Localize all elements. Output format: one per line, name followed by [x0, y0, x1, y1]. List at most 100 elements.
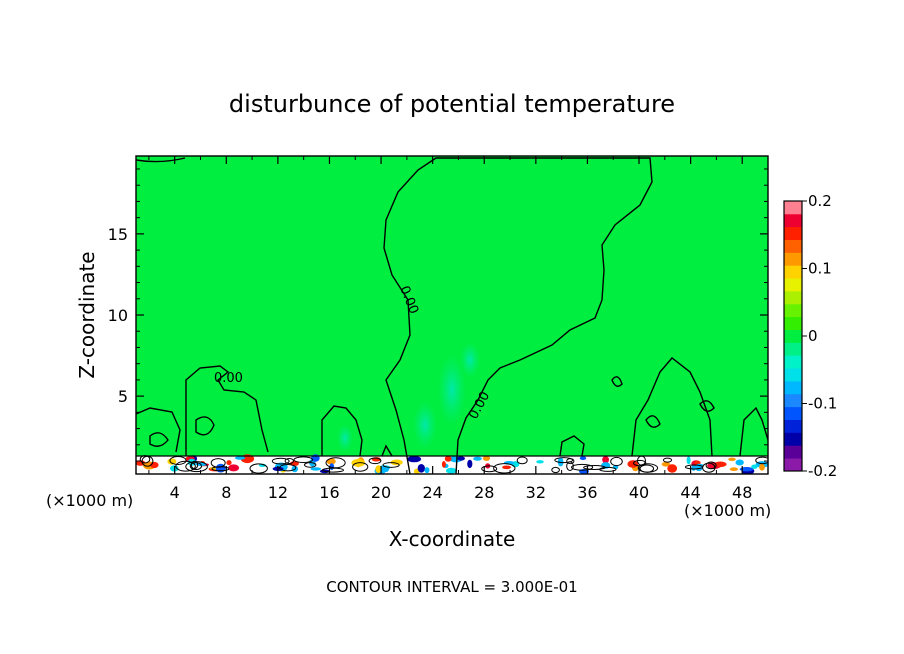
- surface-contour: [554, 457, 574, 464]
- colorbar-swatch: [784, 419, 802, 433]
- surface-contour: [662, 457, 673, 463]
- colorbar-swatch: [784, 265, 802, 279]
- contour-line: [136, 157, 186, 163]
- colorbar-swatch: [784, 329, 802, 343]
- surface-blob: [739, 467, 754, 472]
- y-axis-label: Z-coordinate: [75, 251, 99, 378]
- surface-blob: [326, 458, 336, 465]
- colorbar-swatch: [784, 252, 802, 266]
- contour-interval-note: CONTOUR INTERVAL = 3.000E-01: [326, 578, 577, 596]
- surface-blob: [714, 461, 727, 468]
- surface-blob: [417, 464, 425, 473]
- colorbar-swatch: [784, 355, 802, 369]
- surface-contour: [279, 464, 297, 472]
- surface-contour: [185, 461, 208, 473]
- colorbar-swatch: [784, 342, 802, 356]
- surface-blob: [667, 464, 678, 473]
- surface-blob: [728, 457, 736, 461]
- colorbar-label: 0.2: [808, 192, 832, 210]
- y-axis-ticks: 5 10 15: [108, 225, 768, 406]
- colorbar-swatch: [784, 458, 802, 472]
- contour-line: [321, 405, 363, 457]
- surface-blob: [579, 456, 587, 461]
- surface-blob: [228, 464, 240, 472]
- surface-contour: [293, 456, 314, 464]
- surface-contour: [571, 463, 594, 471]
- surface-blob: [226, 460, 232, 466]
- x-tick-label: 20: [371, 483, 391, 502]
- field-anomaly: [337, 424, 353, 452]
- contour-line: [383, 157, 653, 474]
- surface-contour: [211, 466, 230, 472]
- surface-contour: [249, 463, 268, 474]
- surface-contour: [325, 457, 346, 469]
- colorbar-swatch: [784, 393, 802, 408]
- surface-contour: [493, 463, 516, 474]
- surface-contour: [481, 465, 498, 473]
- surface-contour: [610, 456, 623, 467]
- colorbar-swatch: [784, 316, 802, 330]
- contour-label: 0.00: [214, 371, 243, 386]
- contour-lines: [136, 157, 768, 474]
- field-anomaly: [413, 401, 437, 449]
- surface-blob: [467, 459, 473, 469]
- colorbar-swatch: [784, 445, 802, 459]
- x-axis-unit-left: (×1000 m): [46, 491, 133, 510]
- x-tick-label: 32: [526, 483, 546, 502]
- contour-line: [381, 444, 393, 457]
- surface-contour: [271, 457, 290, 465]
- surface-blob: [557, 457, 564, 467]
- plot-area: 0.00 0.00 0.00: [136, 156, 768, 474]
- contour-line: [149, 432, 169, 447]
- colorbar-label: 0.1: [808, 260, 832, 278]
- x-tick-label: 24: [422, 483, 442, 502]
- surface-blob: [473, 456, 482, 461]
- surface-blob: [502, 465, 512, 470]
- surface-blob: [686, 456, 691, 465]
- surface-perturbations: [136, 454, 768, 474]
- surface-blob: [627, 460, 639, 468]
- surface-contour: [702, 462, 716, 473]
- colorbar-label: -0.1: [808, 395, 837, 413]
- contour-line: [185, 365, 269, 456]
- field-anomaly: [438, 354, 466, 426]
- contour-line: [136, 407, 181, 453]
- x-axis-ticks: 4 8 12 16 20 24 28 32 36 40 44 48: [170, 156, 752, 502]
- contour-line: [559, 435, 585, 457]
- x-axis-label: X-coordinate: [389, 527, 516, 551]
- x-tick-label: 28: [474, 483, 494, 502]
- colorbar-swatch: [784, 432, 802, 446]
- colorbar-swatch: [784, 201, 802, 215]
- contour-line: [699, 400, 715, 412]
- surface-contour: [755, 456, 768, 465]
- surface-contour: [551, 466, 560, 474]
- surface-contour: [304, 462, 317, 468]
- colorbar-label: -0.2: [808, 462, 837, 480]
- surface-blob: [375, 465, 382, 473]
- x-tick-label: 36: [577, 483, 597, 502]
- x-tick-label: 48: [732, 483, 752, 502]
- x-tick-label: 8: [221, 483, 231, 502]
- field-anomaly: [460, 342, 480, 378]
- surface-blob: [759, 463, 765, 471]
- x-tick-label: 4: [170, 483, 180, 502]
- x-tick-label: 12: [268, 483, 288, 502]
- surface-blob: [424, 467, 430, 474]
- colorbar-swatch: [784, 406, 802, 420]
- surface-contour: [583, 465, 606, 470]
- surface-contour: [382, 462, 400, 468]
- y-tick-label: 15: [108, 225, 128, 244]
- contour-line: [645, 415, 661, 428]
- surface-blob: [310, 467, 322, 471]
- surface-blob: [536, 460, 544, 464]
- surface-blob: [751, 464, 758, 469]
- surface-blob: [602, 456, 609, 464]
- chart-title: disturbunce of potential temperature: [229, 90, 675, 118]
- surface-blob: [444, 455, 452, 462]
- colorbar-swatch: [784, 381, 802, 395]
- colorbar: 0.2 0.1 0 -0.1 -0.2: [783, 192, 837, 480]
- x-tick-label: 16: [319, 483, 339, 502]
- surface-contour: [189, 462, 202, 471]
- colorbar-swatch: [784, 303, 802, 318]
